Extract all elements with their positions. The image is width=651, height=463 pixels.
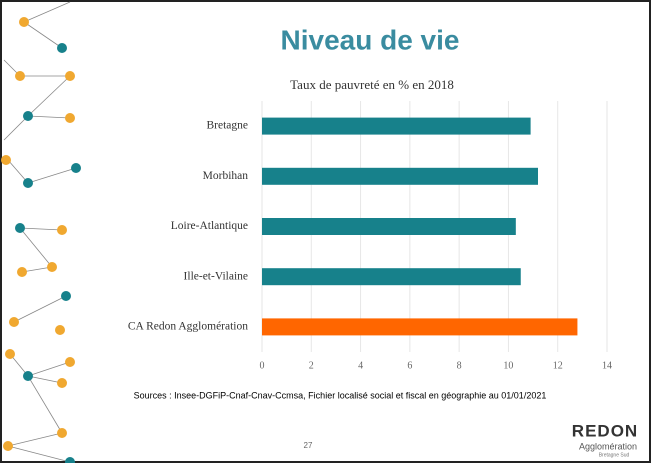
x-tick-label: 8: [457, 360, 462, 371]
chart-title: Taux de pauvreté en % en 2018: [290, 77, 454, 92]
decoration-dots: [1, 17, 81, 463]
y-tick-label: Bretagne: [206, 120, 248, 132]
source: Sources : Insee-DGFiP-Cnaf-Cnav-Ccmsa, F…: [134, 390, 547, 400]
slide-title: Niveau de vie: [281, 24, 460, 55]
x-tick-label: 0: [260, 360, 265, 371]
bar: [262, 218, 516, 235]
page-number: 27: [304, 441, 313, 450]
bar: [262, 318, 578, 336]
x-tick-label: 4: [358, 360, 363, 371]
logo-tagline: Bretagne Sud: [599, 452, 630, 458]
x-tick-label: 2: [309, 360, 314, 371]
decoration-network: [3, 1, 77, 463]
y-tick-label: Loire-Atlantique: [171, 220, 248, 232]
logo-subtitle: Agglomération: [579, 441, 637, 451]
x-tick-label: 10: [503, 360, 513, 371]
plot: 0 2 4 6 8 10 12 14 Bretagne Morbihan Loire-Atlanti…: [128, 101, 612, 371]
bar: [262, 167, 538, 185]
x-tick-label: 12: [553, 360, 563, 371]
bar: [262, 268, 521, 286]
x-tick-label: 14: [602, 360, 612, 371]
y-tick-label: Ille-et-Vilaine: [184, 270, 248, 282]
y-tick-label: CA Redon Agglomération: [128, 321, 248, 333]
bar: [262, 117, 531, 135]
x-tick-label: 6: [407, 360, 412, 371]
logo-name: REDON: [572, 421, 638, 440]
y-tick-label: Morbihan: [203, 170, 249, 182]
